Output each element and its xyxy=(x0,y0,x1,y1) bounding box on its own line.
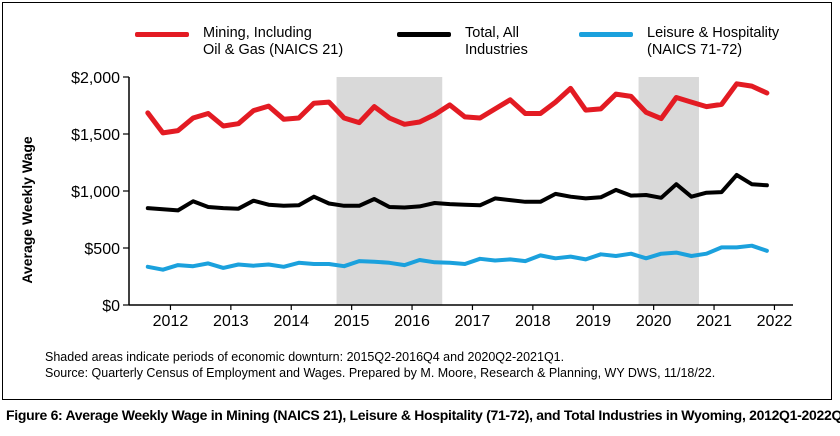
shaded-period-1 xyxy=(336,77,443,305)
y-tick-label: $2,000 xyxy=(71,70,120,87)
legend-item-total: Total, All Industries xyxy=(397,25,635,59)
x-tick-label: 2022 xyxy=(757,313,793,330)
figure-caption: Figure 6: Average Weekly Wage in Mining … xyxy=(6,407,840,423)
legend-label-leisure: Leisure & Hospitality (NAICS 71-72) xyxy=(647,25,817,59)
y-tick-label: $0 xyxy=(102,298,120,315)
x-tick-label: 2012 xyxy=(153,313,189,330)
series-line-leisure xyxy=(145,243,769,272)
legend-total-line1: Total, All xyxy=(465,25,519,41)
series-line-total xyxy=(145,173,769,213)
legend-swatch-leisure xyxy=(579,32,633,37)
legend-leisure-line2: (NAICS 71-72) xyxy=(647,42,743,58)
x-tick-label: 2021 xyxy=(696,313,732,330)
y-tick-label: $1,500 xyxy=(71,127,120,144)
y-tick-label: $1,000 xyxy=(71,184,120,201)
x-tick-label: 2018 xyxy=(515,313,551,330)
legend-mining-line2: Oil & Gas (NAICS 21) xyxy=(203,42,344,58)
notes-source: Source: Quarterly Census of Employment a… xyxy=(45,366,716,380)
legend-leisure-line1: Leisure & Hospitality xyxy=(647,25,780,41)
x-tick-label: 2014 xyxy=(273,313,309,330)
y-tick-label: $500 xyxy=(84,241,120,258)
legend-label-total: Total, All Industries xyxy=(465,25,635,59)
x-tick-label: 2020 xyxy=(636,313,672,330)
legend-swatch-mining xyxy=(135,32,189,37)
x-tick-label: 2013 xyxy=(213,313,249,330)
x-tick-label: 2015 xyxy=(334,313,370,330)
legend-label-mining: Mining, Including Oil & Gas (NAICS 21) xyxy=(203,25,373,59)
legend-item-leisure: Leisure & Hospitality (NAICS 71-72) xyxy=(579,25,817,59)
legend-total-line2: Industries xyxy=(465,42,528,58)
x-tick-label: 2017 xyxy=(455,313,491,330)
legend-swatch-total xyxy=(397,32,451,37)
chart-notes: Shaded areas indicate periods of economi… xyxy=(45,349,715,381)
series-line-mining xyxy=(145,81,770,136)
notes-shaded-areas: Shaded areas indicate periods of economi… xyxy=(45,350,565,364)
figure-frame: $0 $500 $1,000 $1,500 $2,000 2012 2013 2014 2015… xyxy=(2,2,832,400)
legend-item-mining: Mining, Including Oil & Gas (NAICS 21) xyxy=(135,25,373,59)
legend-mining-line1: Mining, Including xyxy=(203,25,312,41)
line-chart: $0 $500 $1,000 $1,500 $2,000 2012 2013 2014 2015… xyxy=(71,70,793,330)
x-tick-label: 2019 xyxy=(575,313,611,330)
x-tick-label: 2016 xyxy=(394,313,430,330)
y-axis-label: Average Weekly Wage xyxy=(19,136,35,284)
